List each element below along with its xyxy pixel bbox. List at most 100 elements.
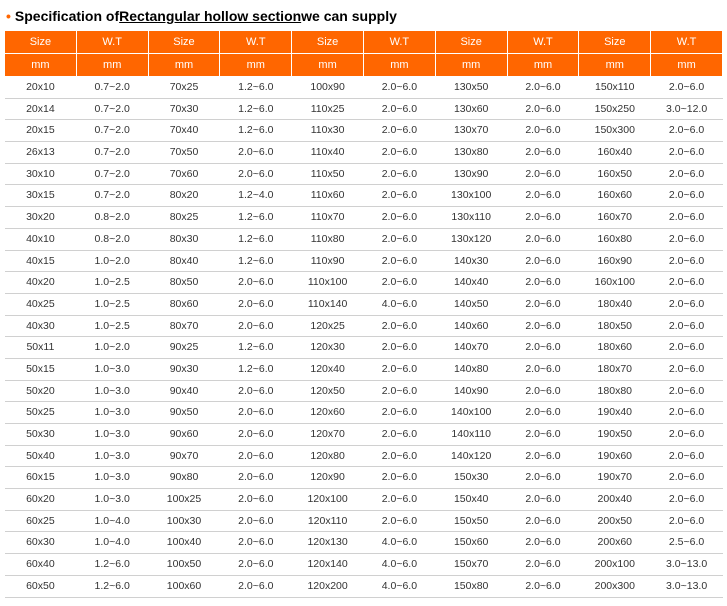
wt-cell: 4.0~6.0: [363, 575, 435, 597]
wt-cell: 2.0~6.0: [507, 77, 579, 99]
wt-cell: 2.0~6.0: [220, 424, 292, 446]
size-cell: 160x40: [579, 142, 651, 164]
size-cell: 40x30: [5, 315, 77, 337]
size-cell: 130x100: [435, 185, 507, 207]
size-cell: 120x200: [292, 575, 364, 597]
wt-cell: 1.0~2.5: [76, 272, 148, 294]
size-cell: 80x70: [148, 315, 220, 337]
wt-cell: 1.2~6.0: [220, 337, 292, 359]
size-cell: 200x40: [579, 489, 651, 511]
size-cell: 110x60: [292, 185, 364, 207]
size-cell: 120x50: [292, 380, 364, 402]
size-cell: 120x100: [292, 489, 364, 511]
wt-cell: 4.0~6.0: [363, 293, 435, 315]
size-cell: 110x140: [292, 293, 364, 315]
col-unit: mm: [579, 54, 651, 77]
size-cell: 20x15: [5, 120, 77, 142]
title-underline: Rectangular hollow section: [119, 8, 301, 24]
size-cell: 150x110: [579, 77, 651, 99]
wt-cell: 2.0~6.0: [363, 163, 435, 185]
wt-cell: 2.0~6.0: [651, 293, 723, 315]
size-cell: 140x80: [435, 358, 507, 380]
size-cell: 100x40: [148, 532, 220, 554]
size-cell: 80x30: [148, 228, 220, 250]
wt-cell: 2.0~6.0: [651, 315, 723, 337]
size-cell: 110x90: [292, 250, 364, 272]
size-cell: 26x13: [5, 142, 77, 164]
table-body: 20x100.7~2.070x251.2~6.0100x902.0~6.0130…: [5, 77, 723, 598]
size-cell: 50x15: [5, 358, 77, 380]
wt-cell: 2.0~6.0: [507, 120, 579, 142]
size-cell: 120x40: [292, 358, 364, 380]
size-cell: 110x25: [292, 98, 364, 120]
wt-cell: 1.0~3.0: [76, 380, 148, 402]
table-row: 50x151.0~3.090x301.2~6.0120x402.0~6.0140…: [5, 358, 723, 380]
size-cell: 70x60: [148, 163, 220, 185]
wt-cell: 2.0~6.0: [507, 272, 579, 294]
size-cell: 110x50: [292, 163, 364, 185]
wt-cell: 2.0~6.0: [651, 77, 723, 99]
size-cell: 120x30: [292, 337, 364, 359]
col-header: W.T: [651, 31, 723, 54]
size-cell: 140x50: [435, 293, 507, 315]
wt-cell: 1.0~3.0: [76, 358, 148, 380]
col-header: W.T: [76, 31, 148, 54]
wt-cell: 2.0~6.0: [651, 142, 723, 164]
size-cell: 20x14: [5, 98, 77, 120]
size-cell: 160x90: [579, 250, 651, 272]
wt-cell: 1.2~6.0: [220, 250, 292, 272]
size-cell: 190x50: [579, 424, 651, 446]
size-cell: 150x80: [435, 575, 507, 597]
table-row: 20x150.7~2.070x401.2~6.0110x302.0~6.0130…: [5, 120, 723, 142]
wt-cell: 2.0~6.0: [507, 207, 579, 229]
table-row: 60x301.0~4.0100x402.0~6.0120x1304.0~6.01…: [5, 532, 723, 554]
size-cell: 60x15: [5, 467, 77, 489]
wt-cell: 2.0~6.0: [363, 272, 435, 294]
wt-cell: 2.0~6.0: [651, 185, 723, 207]
wt-cell: 1.0~2.5: [76, 293, 148, 315]
size-cell: 120x25: [292, 315, 364, 337]
size-cell: 50x30: [5, 424, 77, 446]
size-cell: 40x25: [5, 293, 77, 315]
size-cell: 70x30: [148, 98, 220, 120]
size-cell: 80x60: [148, 293, 220, 315]
size-cell: 200x60: [579, 532, 651, 554]
size-cell: 110x80: [292, 228, 364, 250]
wt-cell: 2.0~6.0: [220, 445, 292, 467]
wt-cell: 2.0~6.0: [507, 510, 579, 532]
wt-cell: 2.0~6.0: [507, 489, 579, 511]
table-row: 40x301.0~2.580x702.0~6.0120x252.0~6.0140…: [5, 315, 723, 337]
size-cell: 160x50: [579, 163, 651, 185]
wt-cell: 2.0~6.0: [651, 337, 723, 359]
wt-cell: 2.0~6.0: [220, 467, 292, 489]
col-header: Size: [292, 31, 364, 54]
size-cell: 100x50: [148, 554, 220, 576]
wt-cell: 2.0~6.0: [220, 163, 292, 185]
wt-cell: 4.0~6.0: [363, 554, 435, 576]
wt-cell: 2.0~6.0: [507, 358, 579, 380]
col-unit: mm: [292, 54, 364, 77]
table-row: 60x251.0~4.0100x302.0~6.0120x1102.0~6.01…: [5, 510, 723, 532]
table-row: 26x130.7~2.070x502.0~6.0110x402.0~6.0130…: [5, 142, 723, 164]
size-cell: 120x140: [292, 554, 364, 576]
wt-cell: 2.0~6.0: [651, 489, 723, 511]
size-cell: 20x10: [5, 77, 77, 99]
wt-cell: 2.0~6.0: [220, 532, 292, 554]
size-cell: 120x90: [292, 467, 364, 489]
wt-cell: 2.0~6.0: [363, 120, 435, 142]
wt-cell: 1.0~3.0: [76, 467, 148, 489]
size-cell: 60x25: [5, 510, 77, 532]
table-row: 50x201.0~3.090x402.0~6.0120x502.0~6.0140…: [5, 380, 723, 402]
wt-cell: 0.8~2.0: [76, 228, 148, 250]
wt-cell: 2.0~6.0: [220, 554, 292, 576]
size-cell: 90x30: [148, 358, 220, 380]
table-row: 30x100.7~2.070x602.0~6.0110x502.0~6.0130…: [5, 163, 723, 185]
size-cell: 130x50: [435, 77, 507, 99]
wt-cell: 1.2~6.0: [220, 98, 292, 120]
size-cell: 60x50: [5, 575, 77, 597]
size-cell: 90x25: [148, 337, 220, 359]
wt-cell: 2.0~6.0: [220, 575, 292, 597]
size-cell: 40x15: [5, 250, 77, 272]
col-header: W.T: [363, 31, 435, 54]
size-cell: 140x40: [435, 272, 507, 294]
